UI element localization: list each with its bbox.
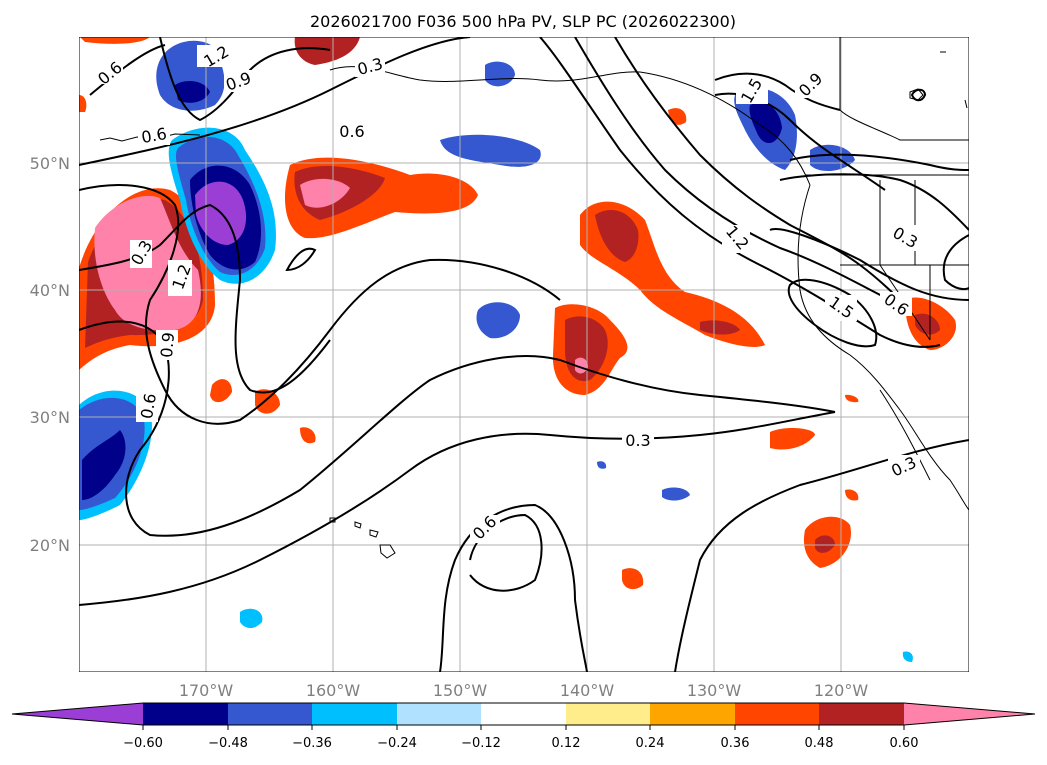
colorbar-segment xyxy=(650,703,735,725)
pv-anomaly-positive xyxy=(915,313,940,335)
contour-labels: 1.2 0.9 0.6 0.6 0.6 0.3 1.2 0.9 0.6 0.3 … xyxy=(94,42,921,544)
graticule xyxy=(79,37,969,672)
contour-line xyxy=(910,88,927,102)
lon-label-150w: 150°W xyxy=(433,681,488,700)
lat-label-50n: 50°N xyxy=(30,154,70,173)
figure-title: 2026021700 F036 500 hPa PV, SLP PC (2026… xyxy=(310,12,736,31)
colorbar-extend-high xyxy=(904,703,1035,725)
map-panel: 1.2 0.9 0.6 0.6 0.6 0.3 1.2 0.9 0.6 0.3 … xyxy=(79,37,969,672)
colorbar-tick-label: 0.60 xyxy=(890,736,919,751)
canada-province-lines xyxy=(839,37,969,141)
lat-label-20n: 20°N xyxy=(30,536,70,555)
alaska-coast xyxy=(329,66,811,186)
pv-anomaly-positive xyxy=(210,379,232,403)
pv-anomaly-negative xyxy=(175,80,210,103)
colorbar-tick-label: 0.12 xyxy=(552,736,581,751)
pv-anomaly-negative xyxy=(440,134,541,167)
contour-label: 0.6 xyxy=(140,124,168,147)
contour-line xyxy=(79,37,471,166)
lon-label-140w: 140°W xyxy=(560,681,615,700)
colorbar-tick-label: −0.24 xyxy=(377,736,417,751)
lat-labels: 50°N 40°N 30°N 20°N xyxy=(30,154,70,555)
contour-line xyxy=(79,203,331,394)
colorbar-tick-label: −0.60 xyxy=(123,736,163,751)
pv-anomaly-positive xyxy=(294,37,360,65)
colorbar-segment xyxy=(143,703,228,725)
pv-anomaly-negative xyxy=(597,461,607,469)
coastlines xyxy=(99,37,969,559)
contour-line xyxy=(787,278,878,348)
lon-label-160w: 160°W xyxy=(306,681,361,700)
lat-label-40n: 40°N xyxy=(30,281,70,300)
colorbar-tick-label: 0.48 xyxy=(805,736,834,751)
colorbar-segment xyxy=(819,703,904,725)
contour-line xyxy=(779,173,969,231)
pv-anomaly-negative xyxy=(476,302,520,339)
contour-line xyxy=(614,37,906,306)
colorbar-segment xyxy=(228,703,312,725)
pv-anomaly-positive xyxy=(79,95,87,112)
lat-label-30n: 30°N xyxy=(30,408,70,427)
contour-label: 0.6 xyxy=(339,122,364,141)
pv-anomaly-negative xyxy=(82,430,126,500)
contour-line xyxy=(79,411,836,606)
contour-line xyxy=(714,72,841,111)
contour-line xyxy=(574,37,891,301)
contour-line xyxy=(89,44,166,96)
colorbar-segment xyxy=(481,703,566,725)
pv-anomaly-positive xyxy=(770,428,815,450)
hawaii-islands xyxy=(329,517,396,559)
pv-anomaly-positive xyxy=(815,535,835,553)
aleutian-islands xyxy=(99,133,201,142)
contour-line xyxy=(79,320,836,537)
pv-anomaly-negative xyxy=(902,651,913,662)
lon-labels: 170°W 160°W 150°W 140°W 130°W 120°W xyxy=(179,681,869,700)
colorbar-tick-label: −0.48 xyxy=(208,736,248,751)
lon-label-170w: 170°W xyxy=(179,681,234,700)
colorbar: −0.60 −0.48 −0.36 −0.24 −0.12 0.12 0.24 … xyxy=(11,702,1036,751)
colorbar-tick-label: −0.36 xyxy=(292,736,332,751)
contour-line xyxy=(769,228,969,301)
pv-anomaly-negative xyxy=(662,487,690,501)
lon-label-120w: 120°W xyxy=(814,681,869,700)
colorbar-tick-label: 0.24 xyxy=(636,736,665,751)
colorbar-extend-low xyxy=(12,703,143,725)
colorbar-segment xyxy=(312,703,397,725)
contour-label: 0.6 xyxy=(137,392,160,420)
contour-line xyxy=(789,153,969,171)
pv-anomaly-positive xyxy=(845,394,859,403)
pv-anomaly-negative xyxy=(749,102,782,144)
pv-anomaly-negative xyxy=(810,144,855,172)
colorbar-segment xyxy=(397,703,481,725)
contour-line xyxy=(285,247,317,272)
contour-label: 0.9 xyxy=(157,331,178,358)
pv-anomaly-positive xyxy=(80,37,150,44)
colorbar-segment xyxy=(735,703,819,725)
pv-anomaly-positive xyxy=(595,210,639,262)
contour-line xyxy=(439,503,588,672)
colorbar-tick-label: −0.12 xyxy=(461,736,501,751)
colorbar-segment xyxy=(566,703,650,725)
west-coast-us xyxy=(797,184,969,511)
colorbar-ticks xyxy=(142,725,905,730)
pv-anomaly-positive xyxy=(700,320,740,335)
lon-label-130w: 130°W xyxy=(687,681,742,700)
contour-line xyxy=(942,234,969,290)
baja-peninsula xyxy=(879,389,931,481)
contour-label: 0.3 xyxy=(625,431,650,450)
pv-anomaly-positive xyxy=(845,489,859,501)
pv-anomaly-positive xyxy=(622,568,644,590)
contour-line xyxy=(159,37,331,122)
pv-anomaly-negative xyxy=(240,608,263,628)
colorbar-tick-label: 0.36 xyxy=(721,736,750,751)
pv-anomaly-negative xyxy=(485,61,515,87)
pv-anomaly-positive xyxy=(300,178,350,208)
pv-anomaly-positive xyxy=(255,389,280,414)
pv-anomaly-positive xyxy=(300,427,316,444)
contour-line xyxy=(79,184,561,425)
